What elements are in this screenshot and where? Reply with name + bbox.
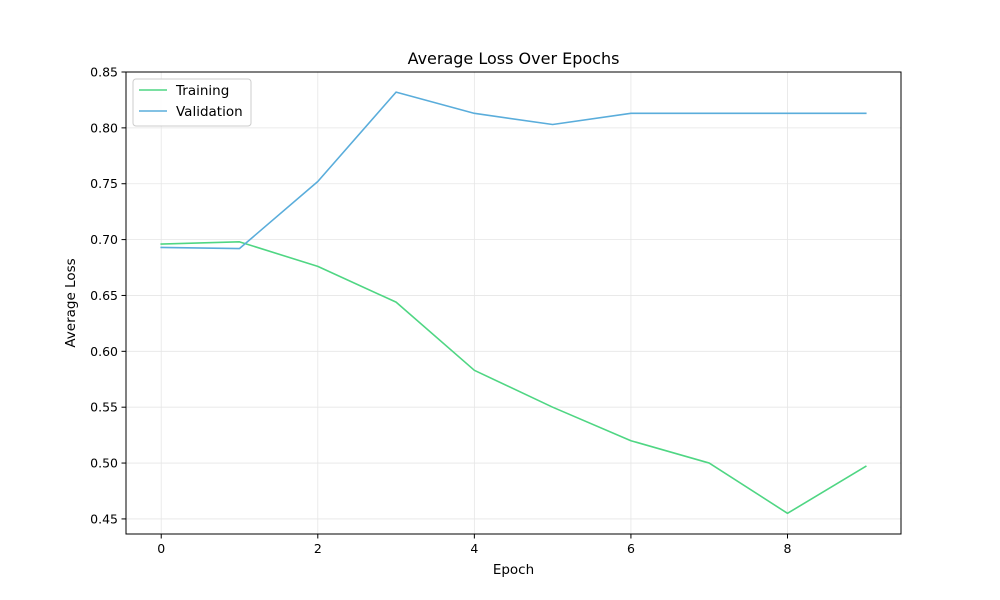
series-lines — [160, 91, 867, 515]
series-line-training — [160, 241, 867, 515]
plot-frame — [125, 71, 902, 535]
x-tick-label: 8 — [784, 541, 792, 556]
y-tick-label: 0.70 — [90, 232, 118, 247]
y-tick-label: 0.50 — [90, 456, 118, 471]
legend-label-validation: Validation — [176, 104, 243, 120]
x-tick-label: 0 — [157, 541, 165, 556]
y-tick-label: 0.65 — [90, 288, 118, 303]
y-axis-label: Average Loss — [63, 258, 79, 347]
x-tick-label: 2 — [314, 541, 322, 556]
y-tick-label: 0.75 — [90, 176, 118, 191]
series-line-validation — [160, 91, 867, 250]
y-tick-label: 0.85 — [90, 65, 118, 80]
y-tick-label: 0.55 — [90, 400, 118, 415]
x-tick-label: 6 — [627, 541, 635, 556]
y-tick-label: 0.80 — [90, 120, 118, 135]
legend-label-training: Training — [175, 83, 229, 99]
y-tick-label: 0.45 — [90, 511, 118, 526]
y-axis-ticks: 0.45 0.50 0.55 0.60 0.65 0.70 0.75 0.80 0.85 — [90, 65, 126, 526]
x-axis-label: Epoch — [493, 562, 534, 578]
x-axis-ticks: 0 2 4 6 8 — [157, 534, 792, 556]
legend: Training Validation — [132, 78, 252, 127]
x-tick-label: 4 — [470, 541, 478, 556]
grid-lines — [126, 71, 901, 534]
chart-title: Average Loss Over Epochs — [408, 49, 620, 68]
y-tick-label: 0.60 — [90, 344, 118, 359]
